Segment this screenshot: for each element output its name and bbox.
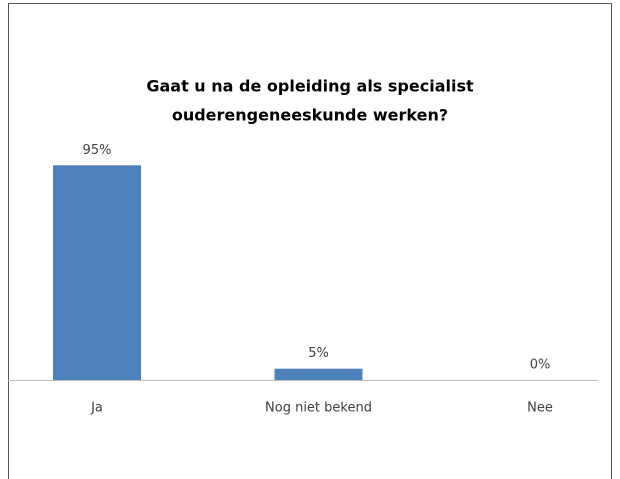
data-label: 0% bbox=[530, 358, 551, 373]
x-tick-label: Ja bbox=[90, 401, 103, 416]
bar bbox=[53, 165, 141, 380]
chart-title: ouderengeneeskunde werken? bbox=[172, 106, 448, 125]
chart-title: Gaat u na de opleiding als specialist bbox=[146, 77, 474, 96]
data-label: 5% bbox=[308, 346, 329, 361]
bar bbox=[274, 368, 363, 380]
x-tick-label: Nee bbox=[527, 401, 553, 416]
data-label: 95% bbox=[83, 143, 112, 158]
x-tick-label: Nog niet bekend bbox=[265, 401, 372, 416]
